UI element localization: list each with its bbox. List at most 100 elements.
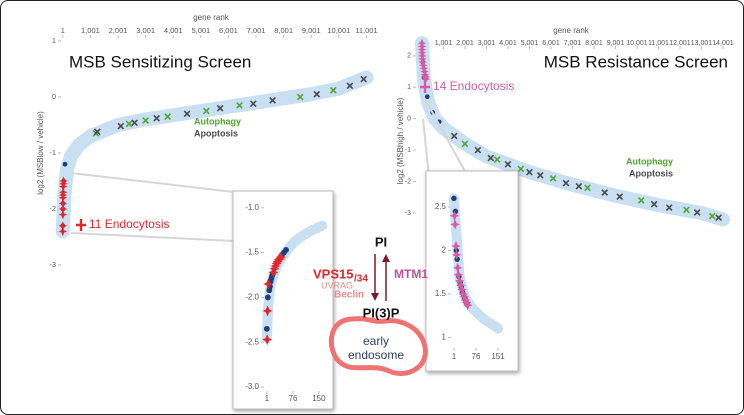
chart-title: MSB Resistance Screen xyxy=(544,52,728,71)
x-tick-label: 4,001 xyxy=(499,40,517,47)
cross-marker xyxy=(329,86,337,94)
x-tick-label: 1 xyxy=(452,352,457,361)
x-tick-label: 8,001 xyxy=(585,40,603,47)
cross-marker xyxy=(461,140,469,148)
cross-marker xyxy=(536,171,544,179)
y-tick-label: 1 xyxy=(407,84,411,91)
x-tick-label: 1 xyxy=(61,26,65,35)
compartment-label: early xyxy=(363,334,389,348)
cross-marker xyxy=(125,120,133,128)
diamond-marker xyxy=(419,63,429,73)
cross-marker xyxy=(93,128,101,136)
rank-curve xyxy=(415,36,730,227)
y-tick-label: -1.5 xyxy=(245,248,259,257)
x-tick-label: 7,001 xyxy=(564,40,582,47)
connector xyxy=(424,98,467,174)
cross-marker xyxy=(153,114,161,122)
y-tick-label: -3 xyxy=(49,260,56,269)
cross-marker xyxy=(450,132,458,140)
y-tick-label: 1.5 xyxy=(435,289,447,298)
x-tick-label: 151 xyxy=(491,352,505,361)
arrow-head xyxy=(371,293,379,301)
cross-marker xyxy=(131,119,138,127)
x-tick-label: 10,001 xyxy=(327,26,350,35)
arrow-head xyxy=(382,254,390,262)
x-tick-label: 3,001 xyxy=(478,40,496,47)
cross-marker xyxy=(549,175,557,182)
y-tick-label: -1.0 xyxy=(245,203,259,212)
connector xyxy=(422,118,430,178)
resistance-panel: 11,0012,0013,0014,0015,0016,0017,0018,00… xyxy=(396,26,734,227)
cross-marker xyxy=(474,146,482,154)
x-tick-label: 9,001 xyxy=(607,40,625,47)
diamond-marker xyxy=(451,249,462,260)
diamond-marker xyxy=(458,288,468,300)
y-tick-label: -2.5 xyxy=(245,337,259,346)
dot-marker xyxy=(264,294,271,301)
y-tick-label: -2.0 xyxy=(245,293,259,302)
cross-marker xyxy=(360,75,368,83)
sensitizing-panel: 1 1,001 2,001 3,001 4,001 5,001 6,001 7,001 8,00… xyxy=(36,13,378,269)
cofactor-label: Beclin xyxy=(334,290,364,301)
diamond-marker xyxy=(275,251,286,263)
y-tick-label: -1 xyxy=(49,148,56,157)
cross-marker xyxy=(296,93,304,101)
diamond-marker xyxy=(455,280,466,291)
legend-label: 14 Endocytosis xyxy=(433,79,514,93)
y-axis-label: log2 (MSBlow / vehicle) xyxy=(36,111,45,195)
phosphatase-label: MTM1 xyxy=(394,267,428,281)
y-tick-label: 1 xyxy=(442,332,447,341)
diamond-marker xyxy=(58,187,68,197)
legend-symbol xyxy=(420,81,430,93)
x-tick-label: 4,001 xyxy=(164,26,183,35)
x-tick-label: 2,001 xyxy=(456,40,474,47)
inset-frame xyxy=(232,190,334,410)
cross-marker xyxy=(117,122,125,130)
cross-marker xyxy=(164,113,172,120)
sensitizing-inset: 1 76 150 -1.0 -1.5 -2.0 -2.5 -3.0 xyxy=(232,190,334,410)
diamond-marker xyxy=(58,204,68,214)
product-label: PI(3)P xyxy=(363,305,400,320)
diamond-marker xyxy=(263,278,274,290)
x-tick-label: 1 xyxy=(265,394,270,403)
cross-marker xyxy=(313,90,321,98)
x-tick-label: 13,001 xyxy=(691,40,713,47)
cross-marker xyxy=(269,96,276,104)
x-tick-label: 6,001 xyxy=(542,40,560,47)
x-tick-label: 5,001 xyxy=(191,26,210,35)
cross-marker xyxy=(517,165,525,173)
diamond-marker xyxy=(58,226,68,236)
cross-marker xyxy=(526,168,533,176)
cross-marker xyxy=(493,156,501,163)
cross-marker xyxy=(715,214,723,222)
compartment-label: endosome xyxy=(348,348,404,362)
cross-marker xyxy=(584,184,591,192)
y-axis-label: log2 (MSBhigh / vehicle) xyxy=(396,97,405,184)
cross-marker xyxy=(346,82,354,90)
x-tick-label: 2,001 xyxy=(109,26,128,35)
x-tick-label: 11,001 xyxy=(648,40,669,47)
diamond-marker xyxy=(419,60,428,70)
connector xyxy=(70,232,235,242)
cross-marker xyxy=(183,110,191,118)
x-tick-label: 14,001 xyxy=(712,40,734,47)
rank-curve xyxy=(55,70,374,239)
cross-marker xyxy=(504,160,512,168)
y-tick-label: 0 xyxy=(407,116,411,123)
x-tick-label: 11,001 xyxy=(355,26,377,35)
y-tick-label: -2 xyxy=(405,178,411,185)
cross-marker xyxy=(562,179,570,187)
diamond-marker xyxy=(462,300,473,311)
legend-symbol xyxy=(76,219,86,231)
cross-marker xyxy=(650,200,658,208)
kinase-suffix: /34 xyxy=(354,274,368,285)
diamond-marker xyxy=(454,275,465,286)
x-axis-label: gene rank xyxy=(553,26,590,35)
x-tick-label: 7,001 xyxy=(247,26,266,35)
legend-label: Apoptosis xyxy=(194,128,238,138)
kinase-label: VPS15 xyxy=(313,266,353,281)
chart-title: MSB Sensitizing Screen xyxy=(69,52,251,71)
diamond-marker xyxy=(421,74,430,84)
cross-marker xyxy=(249,100,257,108)
x-tick-label: 6,001 xyxy=(219,26,238,35)
